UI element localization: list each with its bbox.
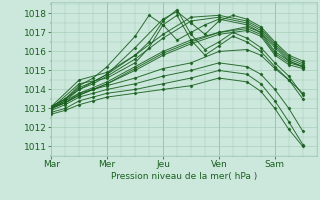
X-axis label: Pression niveau de la mer( hPa ): Pression niveau de la mer( hPa ) [111,172,257,181]
